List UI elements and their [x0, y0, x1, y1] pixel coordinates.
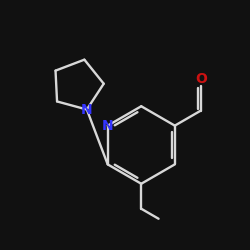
- Text: N: N: [81, 102, 93, 117]
- Text: O: O: [195, 72, 207, 86]
- Text: N: N: [102, 119, 114, 132]
